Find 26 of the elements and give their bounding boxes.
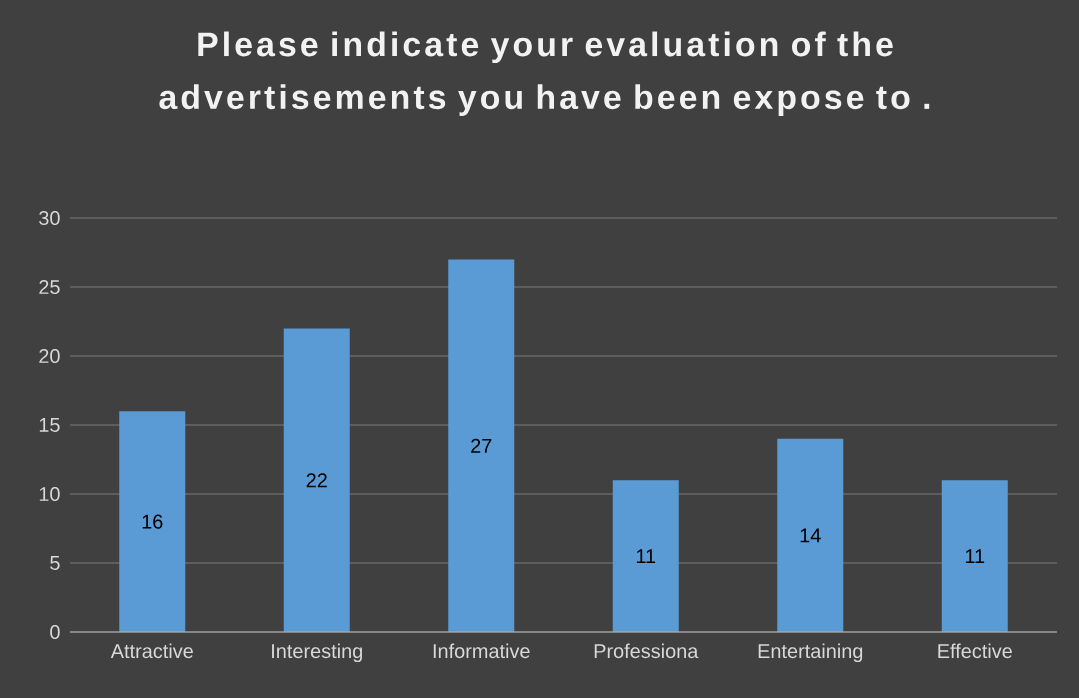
bar xyxy=(777,438,844,632)
x-tick-label: Interesting xyxy=(272,643,362,663)
y-tick-label: 30 xyxy=(39,210,60,226)
y-tick-label: 5 xyxy=(50,556,60,570)
data-label: 22 xyxy=(306,473,327,488)
data-label: 11 xyxy=(965,549,985,563)
bar xyxy=(283,328,350,632)
data-label: 16 xyxy=(142,514,163,529)
bar xyxy=(941,480,1008,632)
x-tick-label: Entertaining xyxy=(758,643,863,663)
data-label: 14 xyxy=(800,528,821,543)
x-tick-label: Professiona xyxy=(594,643,699,659)
x-tick-label: Informative xyxy=(433,643,530,659)
bar xyxy=(119,411,186,632)
data-label: 27 xyxy=(471,438,492,453)
y-tick-label: 20 xyxy=(39,348,60,364)
y-tick-label: 25 xyxy=(39,279,60,295)
y-tick-label: 10 xyxy=(39,486,60,502)
x-tick-label: Attractive xyxy=(110,643,193,659)
bar xyxy=(448,259,515,632)
x-tick-label: Effective xyxy=(938,643,1012,659)
bar xyxy=(612,480,679,632)
chart-title: Please indicate your evaluation of the advertisements you have been expose to . xyxy=(159,31,930,116)
data-label: 11 xyxy=(636,549,656,563)
y-tick-label: 0 xyxy=(50,624,60,640)
y-tick-label: 15 xyxy=(39,418,60,432)
